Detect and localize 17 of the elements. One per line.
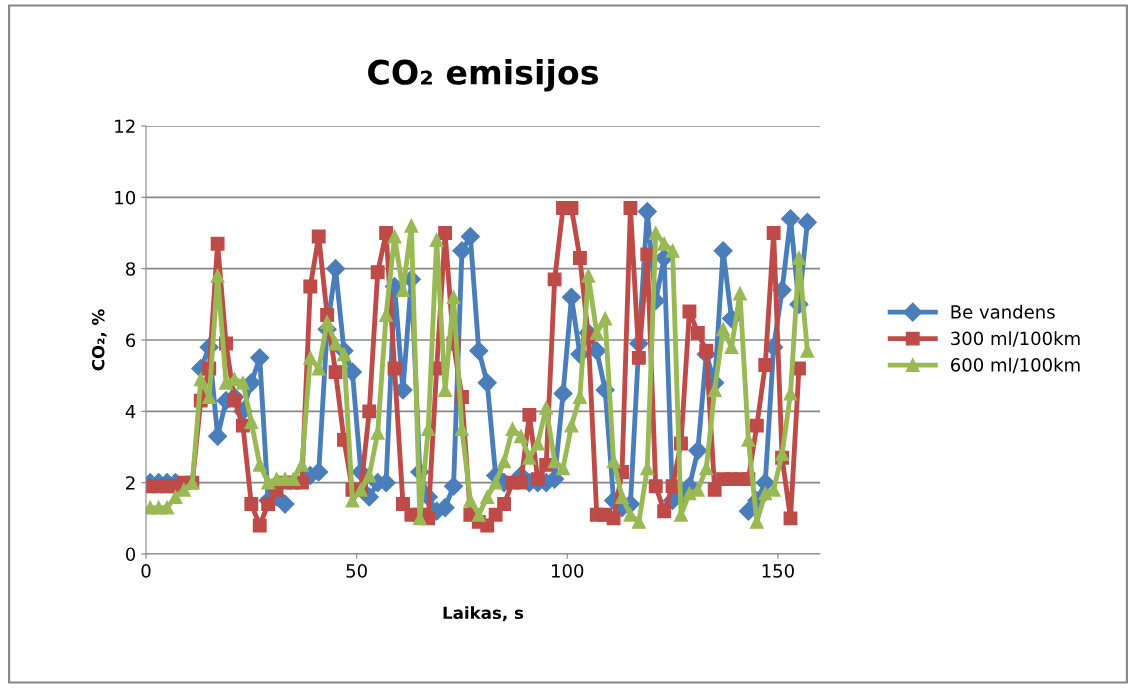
x-axis-title: Laikas, s [443,606,524,622]
y-axis-title: CO₂, % [91,309,107,371]
legend-label: 600 ml/100km [951,357,1080,374]
x-tick-label: 100 [552,564,584,578]
y-tick-label: 12 [115,119,135,133]
legend-label: Be vandens [951,304,1055,319]
legend-label: 300 ml/100km [951,331,1080,347]
y-tick-label: 10 [115,190,136,205]
x-tick-label: 0 [141,564,151,578]
chart-title: CO₂ emisijos [368,59,599,92]
y-tick-label: 0 [125,547,136,562]
y-tick-label: 4 [125,405,136,419]
x-tick-label: 50 [346,564,367,578]
y-tick-label: 8 [126,262,136,276]
y-tick-label: 6 [126,333,136,348]
y-tick-label: 2 [126,476,135,490]
x-tick-label: 150 [762,564,794,578]
